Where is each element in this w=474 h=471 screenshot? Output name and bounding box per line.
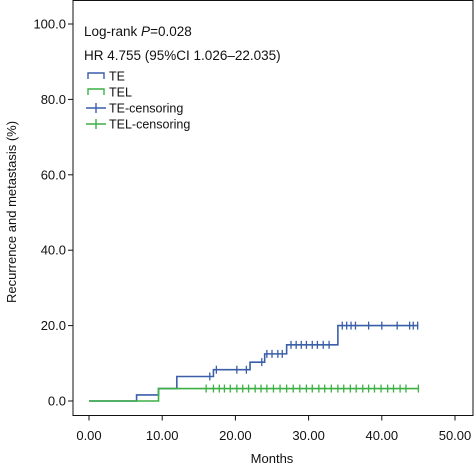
x-tick-label: 20.00 — [219, 428, 252, 443]
x-tick-label: 40.00 — [366, 428, 399, 443]
y-axis-title: Recurrence and metastasis (%) — [4, 121, 19, 303]
legend-label: TEL — [109, 86, 132, 100]
plot-frame — [72, 0, 474, 416]
hazard-ratio-annotation: HR 4.755 (95%CI 1.026–22.035) — [84, 48, 281, 63]
legend-swatch — [87, 72, 105, 79]
legend-censor-swatch — [86, 103, 106, 113]
y-tick-label: 100.0 — [33, 17, 66, 32]
logrank-annotation: Log-rank P=0.028 — [84, 24, 192, 39]
legend-swatch — [87, 88, 105, 95]
legend-label: TE-censoring — [109, 102, 183, 116]
logrank-value: =0.028 — [150, 24, 192, 39]
y-tick-label: 80.0 — [41, 92, 66, 107]
legend-item-tel: TEL — [87, 86, 132, 100]
x-tick-label: 50.00 — [439, 428, 472, 443]
x-axis-title: Months — [251, 451, 294, 466]
y-tick-label: 40.0 — [41, 243, 66, 258]
x-tick-label: 30.00 — [292, 428, 325, 443]
y-tick-label: 20.0 — [41, 318, 66, 333]
y-tick-label: 60.0 — [41, 167, 66, 182]
legend-label: TE — [109, 70, 125, 84]
legend-censor-swatch — [86, 119, 106, 129]
series-line-tel — [89, 387, 419, 402]
series-layer — [89, 321, 420, 402]
legend-item-tel-censoring: TEL-censoring — [86, 118, 190, 132]
logrank-prefix: Log-rank — [84, 24, 141, 39]
x-tick-label: 0.00 — [76, 428, 101, 443]
axes: 0.0 20.0 40.0 60.0 80.0 100.0 0.00 10.00 20.00 30… — [33, 17, 471, 444]
legend: TE TEL TE-censoring TEL-censoring — [86, 70, 190, 132]
y-tick-label: 0.0 — [48, 394, 66, 409]
series-line-te — [89, 324, 419, 402]
legend-item-te-censoring: TE-censoring — [86, 102, 183, 116]
x-tick-label: 10.00 — [146, 428, 179, 443]
legend-item-te: TE — [87, 70, 125, 84]
logrank-p: P — [141, 24, 150, 39]
legend-label: TEL-censoring — [109, 118, 190, 132]
